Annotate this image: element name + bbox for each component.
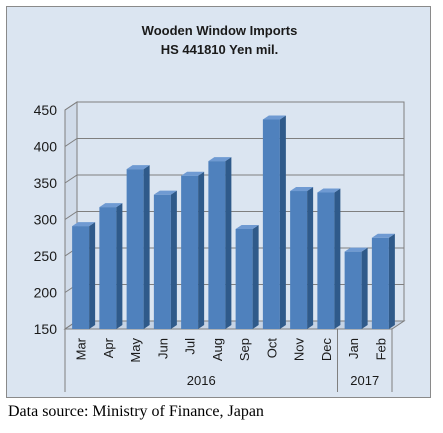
x-tick-label: Sep: [237, 338, 252, 361]
bar-front: [344, 251, 362, 329]
source-note: Data source: Ministry of Finance, Japan: [8, 403, 264, 420]
bar: [153, 190, 177, 329]
bar: [99, 203, 123, 329]
x-tick-label: Apr: [101, 337, 116, 358]
x-tick-label: Nov: [292, 338, 307, 362]
bar-top: [99, 203, 123, 208]
bar: [317, 188, 341, 329]
bar-side: [198, 171, 205, 329]
bar-side: [361, 247, 368, 329]
bar-chart: 150 200 250 300 350 400 450 Mar Apr May Jun Jul Aug S…: [34, 101, 406, 392]
bar: [344, 247, 368, 329]
gridline: [64, 174, 404, 184]
bar-front: [208, 161, 226, 329]
bar-side: [225, 157, 232, 329]
x-tick-label: Feb: [373, 338, 388, 360]
y-tick-label: 250: [34, 248, 58, 264]
bar-top: [371, 233, 395, 238]
bar-front: [290, 191, 308, 329]
bar-side: [143, 165, 150, 329]
bar-front: [126, 169, 144, 329]
chart-frame: 150 200 250 300 350 400 450 Mar Apr May Jun Jul Aug S…: [6, 6, 431, 398]
bar: [371, 233, 395, 329]
x-tick-label: Aug: [210, 338, 225, 361]
bar-front: [99, 207, 117, 329]
bar-side: [279, 115, 286, 330]
bar-side: [334, 188, 341, 329]
year-label: 2016: [187, 373, 216, 388]
x-tick-label: Jan: [346, 338, 361, 359]
x-tick-label: Oct: [264, 338, 279, 359]
bar-top: [317, 188, 341, 193]
bar-front: [153, 194, 171, 329]
chart-title: Wooden Window Imports HS 441810 Yen mil.: [7, 21, 432, 59]
y-tick-label: 150: [34, 321, 58, 337]
bar-front: [235, 228, 253, 329]
bar-top: [181, 171, 205, 176]
y-tick-label: 200: [34, 285, 58, 301]
bar-front: [371, 237, 389, 329]
bar-top: [235, 224, 259, 229]
chart-title-line-2: HS 441810 Yen mil.: [160, 42, 279, 57]
bar: [72, 222, 96, 329]
bar-front: [72, 226, 90, 329]
bar: [235, 224, 259, 329]
x-tick-label: May: [128, 338, 143, 363]
bar-side: [252, 224, 259, 329]
bar-front: [262, 119, 280, 330]
bar-top: [153, 190, 177, 195]
bar-top: [208, 157, 232, 162]
bar: [181, 171, 205, 329]
bar-side: [116, 203, 123, 329]
bar-top: [126, 165, 150, 170]
chart-title-line-1: Wooden Window Imports: [141, 23, 298, 38]
y-tick-label: 300: [34, 212, 58, 228]
bar: [290, 187, 314, 329]
gridline: [64, 138, 404, 147]
y-tick-label: 400: [34, 139, 58, 155]
y-tick-label: 350: [34, 175, 58, 191]
bar-top: [290, 187, 314, 192]
bar-front: [317, 192, 335, 329]
bar: [208, 157, 232, 329]
bar-top: [344, 247, 368, 252]
bar-side: [388, 233, 395, 329]
y-tick-label: 450: [34, 102, 58, 118]
bar-side: [170, 190, 177, 329]
x-tick-label: Mar: [74, 337, 89, 360]
x-tick-label: Dec: [319, 338, 334, 362]
bar-side: [89, 222, 96, 329]
x-tick-label: Jun: [155, 338, 170, 359]
bar-top: [262, 115, 286, 120]
bar: [262, 115, 286, 330]
bar-side: [307, 187, 314, 329]
bar-top: [72, 222, 96, 227]
year-label: 2017: [350, 373, 379, 388]
bar-front: [181, 175, 199, 329]
x-tick-label: Jul: [183, 338, 198, 355]
gridline: [64, 101, 404, 111]
bar: [126, 165, 150, 329]
